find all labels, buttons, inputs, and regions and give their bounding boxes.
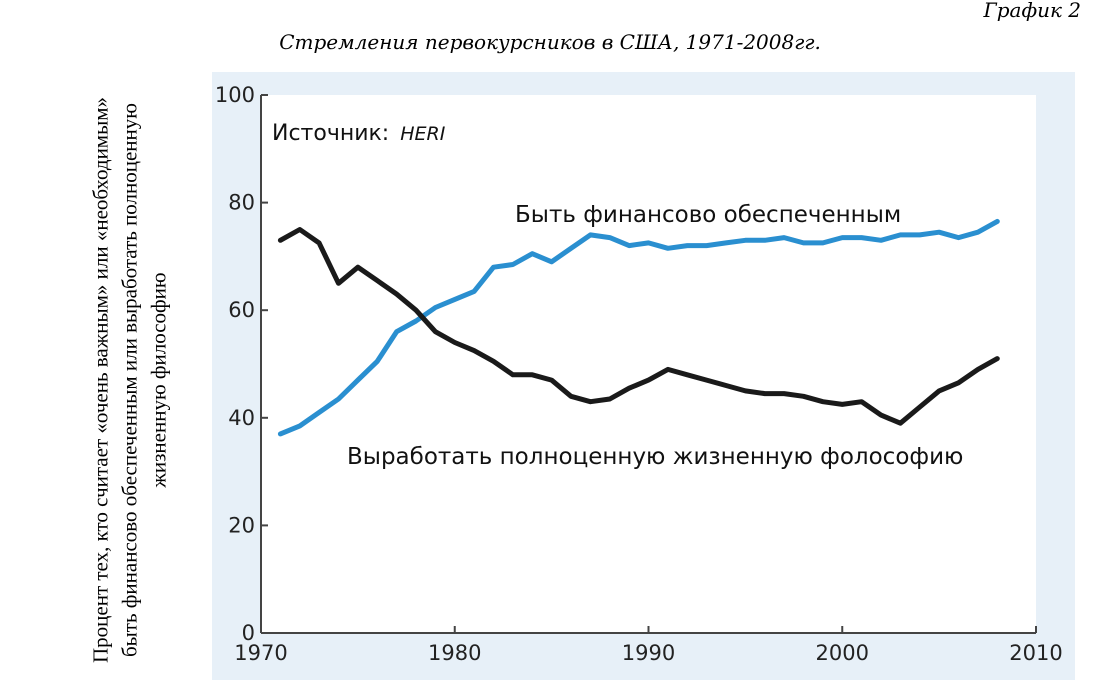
- chart-title: Стремления первокурсников в США, 1971-20…: [279, 30, 821, 54]
- series-label-financial: Быть финансово обеспеченным: [515, 202, 901, 228]
- y-tick-label: 80: [228, 191, 255, 215]
- y-tick-label: 100: [215, 83, 255, 107]
- y-tick-label: 60: [228, 298, 255, 322]
- x-tick-label: 1970: [234, 641, 287, 665]
- x-tick-label: 2010: [1009, 641, 1062, 665]
- x-tick-label: 1980: [428, 641, 481, 665]
- series-line-2: [277, 227, 1000, 426]
- x-tick-label: 2000: [816, 641, 869, 665]
- series-label-philosophy: Выработать полноценную жизненную фолософ…: [347, 444, 963, 470]
- source-name: HERI: [400, 123, 445, 145]
- x-tick-label: 1990: [622, 641, 675, 665]
- y-tick-label: 20: [228, 513, 255, 537]
- series-line-1: [277, 218, 1000, 437]
- axes: 0 20 40 60 80 100 1970 1980 1990 2000 2010: [215, 83, 1063, 665]
- figure-label: График 2: [983, 0, 1081, 22]
- y-tick-label: 40: [228, 406, 255, 430]
- series-layer: [277, 218, 1000, 437]
- plot-area: [261, 95, 1036, 633]
- y-tick-label: 0: [242, 621, 255, 645]
- source-label: Источник: HERI: [272, 121, 446, 146]
